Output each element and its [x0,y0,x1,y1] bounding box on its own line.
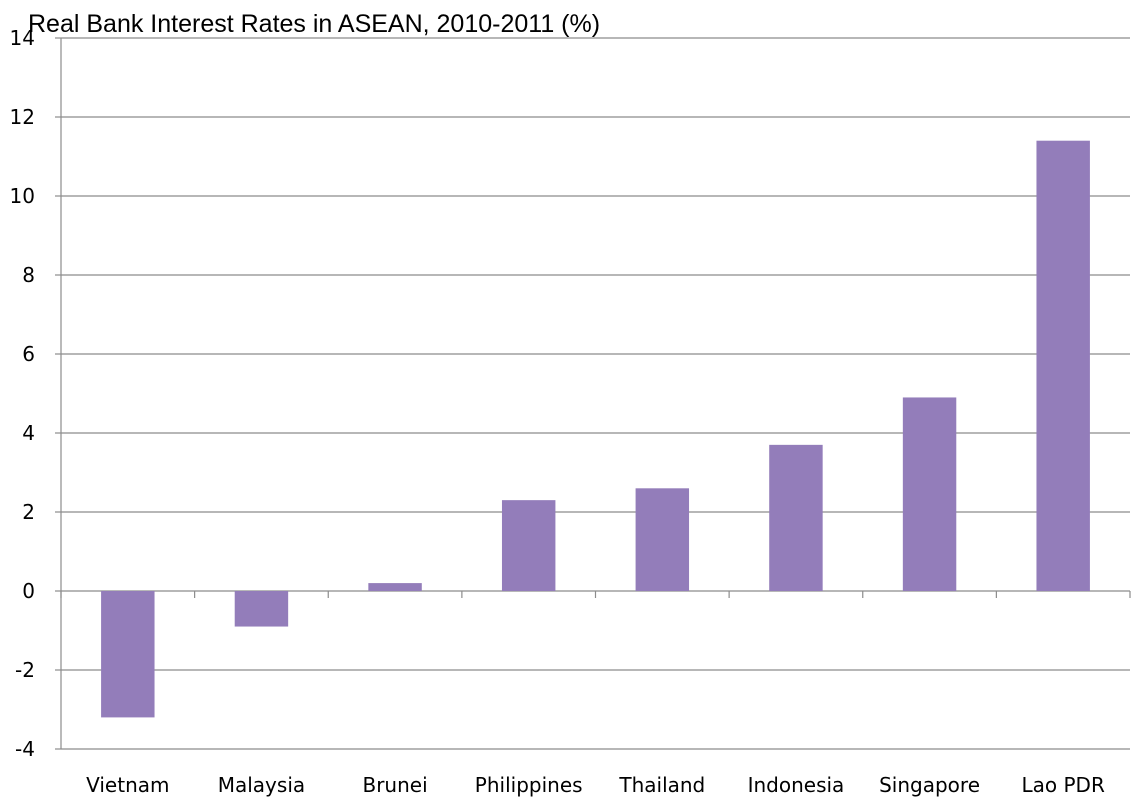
axes [55,37,1131,750]
bar [234,591,289,627]
x-tick-label: Philippines [475,773,583,797]
bar [1036,140,1090,591]
y-tick-label: 10 [10,184,35,208]
bar [501,500,556,591]
x-tick-label: Vietnam [86,773,169,797]
y-tick-label: -4 [15,737,35,761]
x-tick-label: Malaysia [218,773,305,797]
x-tick-labels: Vietnam Malaysia Brunei Philippines Thailand… [86,773,1105,797]
y-tick-labels: -4 -2 0 2 4 6 8 10 12 14 [10,26,35,761]
bar [368,583,422,591]
bar [635,488,690,591]
x-tick-label: Brunei [362,773,427,797]
x-tick-label: Indonesia [748,773,845,797]
bar [902,397,957,591]
y-tick-label: 8 [22,263,35,287]
y-tick-label: 12 [10,105,35,129]
y-tick-label: 14 [10,26,35,50]
bar [769,444,823,591]
y-tick-label: 6 [22,342,35,366]
x-tick-label: Singapore [879,773,980,797]
y-tick-label: 0 [22,579,35,603]
y-tick-label: 4 [22,421,35,445]
bars [101,140,1090,718]
gridlines [61,37,1130,750]
y-tick-label: 2 [22,500,35,524]
x-tick-label: Thailand [618,773,705,797]
x-tick-label: Lao PDR [1022,773,1105,797]
bar [101,591,155,718]
y-tick-label: -2 [15,658,35,682]
chart-title: Real Bank Interest Rates in ASEAN, 2010-… [28,10,600,38]
